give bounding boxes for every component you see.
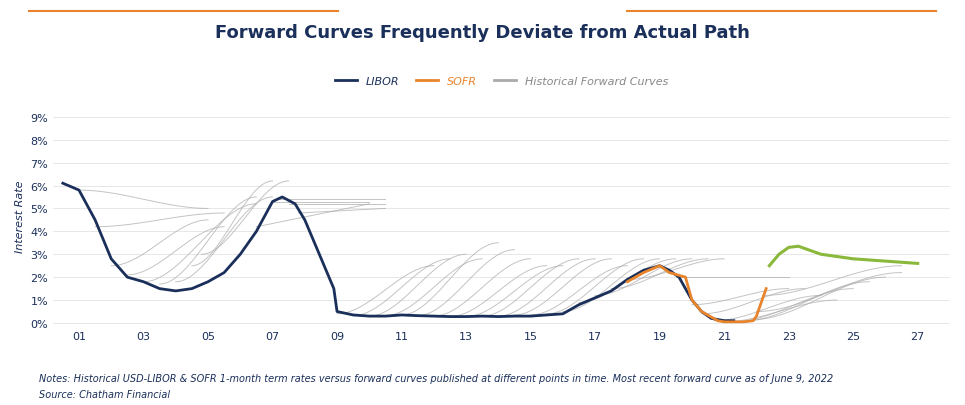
Text: Forward Curves Frequently Deviate from Actual Path: Forward Curves Frequently Deviate from A… <box>215 24 750 42</box>
Legend: LIBOR, SOFR, Historical Forward Curves: LIBOR, SOFR, Historical Forward Curves <box>330 72 673 91</box>
Text: Notes: Historical USD-LIBOR & SOFR 1-month term rates versus forward curves publ: Notes: Historical USD-LIBOR & SOFR 1-mon… <box>39 373 833 383</box>
Text: Source: Chatham Financial: Source: Chatham Financial <box>39 389 170 399</box>
Y-axis label: Interest Rate: Interest Rate <box>15 180 25 252</box>
Text: Term SOFR Forward Curve: Term SOFR Forward Curve <box>0 404 1 405</box>
